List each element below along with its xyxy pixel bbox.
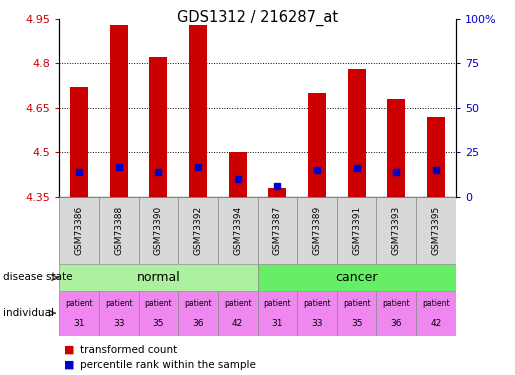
Bar <box>376 291 416 336</box>
Bar <box>178 197 218 264</box>
Text: patient: patient <box>65 299 93 308</box>
Bar <box>99 197 139 264</box>
Text: cancer: cancer <box>335 271 378 284</box>
Bar <box>416 291 456 336</box>
Bar <box>139 197 178 264</box>
Text: patient: patient <box>105 299 132 308</box>
Bar <box>189 25 207 197</box>
Text: GSM73387: GSM73387 <box>273 206 282 255</box>
Bar <box>149 57 167 197</box>
Bar <box>178 291 218 336</box>
Bar <box>268 188 286 197</box>
Text: normal: normal <box>136 271 180 284</box>
Text: ■: ■ <box>64 345 75 355</box>
Text: GSM73393: GSM73393 <box>392 206 401 255</box>
Text: GSM73394: GSM73394 <box>233 206 242 255</box>
Text: 35: 35 <box>152 318 164 327</box>
Bar <box>59 197 99 264</box>
Text: ■: ■ <box>64 360 75 369</box>
Text: patient: patient <box>224 299 251 308</box>
Bar <box>258 291 297 336</box>
Bar <box>139 291 178 336</box>
Bar <box>297 291 337 336</box>
Text: GDS1312 / 216287_at: GDS1312 / 216287_at <box>177 9 338 26</box>
Text: individual: individual <box>3 308 54 318</box>
Text: patient: patient <box>264 299 291 308</box>
Text: patient: patient <box>343 299 370 308</box>
Bar <box>348 69 366 197</box>
Bar <box>229 152 247 197</box>
Text: 31: 31 <box>271 318 283 327</box>
Bar <box>297 197 337 264</box>
Text: transformed count: transformed count <box>80 345 177 355</box>
Text: GSM73389: GSM73389 <box>313 206 321 255</box>
Bar <box>337 197 376 264</box>
Bar <box>416 197 456 264</box>
Text: patient: patient <box>422 299 450 308</box>
Text: 36: 36 <box>390 318 402 327</box>
Text: 33: 33 <box>311 318 323 327</box>
Bar <box>427 117 445 197</box>
Bar <box>337 291 376 336</box>
Text: GSM73388: GSM73388 <box>114 206 123 255</box>
Text: 31: 31 <box>73 318 85 327</box>
Text: 35: 35 <box>351 318 363 327</box>
Text: percentile rank within the sample: percentile rank within the sample <box>80 360 256 369</box>
Text: patient: patient <box>303 299 331 308</box>
Bar <box>70 87 88 197</box>
Text: 36: 36 <box>192 318 204 327</box>
Text: 42: 42 <box>431 318 441 327</box>
Text: 33: 33 <box>113 318 125 327</box>
Text: patient: patient <box>184 299 212 308</box>
Text: GSM73392: GSM73392 <box>194 206 202 255</box>
Bar <box>110 25 128 197</box>
Bar <box>59 264 258 291</box>
Text: patient: patient <box>145 299 172 308</box>
Text: GSM73386: GSM73386 <box>75 206 83 255</box>
Bar <box>376 197 416 264</box>
Bar <box>59 291 99 336</box>
Text: GSM73395: GSM73395 <box>432 206 440 255</box>
Bar <box>99 291 139 336</box>
Bar <box>308 93 326 197</box>
Text: disease state: disease state <box>3 273 72 282</box>
Text: 42: 42 <box>232 318 243 327</box>
Text: patient: patient <box>383 299 410 308</box>
Bar <box>218 197 258 264</box>
Bar <box>387 99 405 197</box>
Text: GSM73390: GSM73390 <box>154 206 163 255</box>
Bar <box>258 197 297 264</box>
Bar <box>258 264 456 291</box>
Bar <box>218 291 258 336</box>
Text: GSM73391: GSM73391 <box>352 206 361 255</box>
